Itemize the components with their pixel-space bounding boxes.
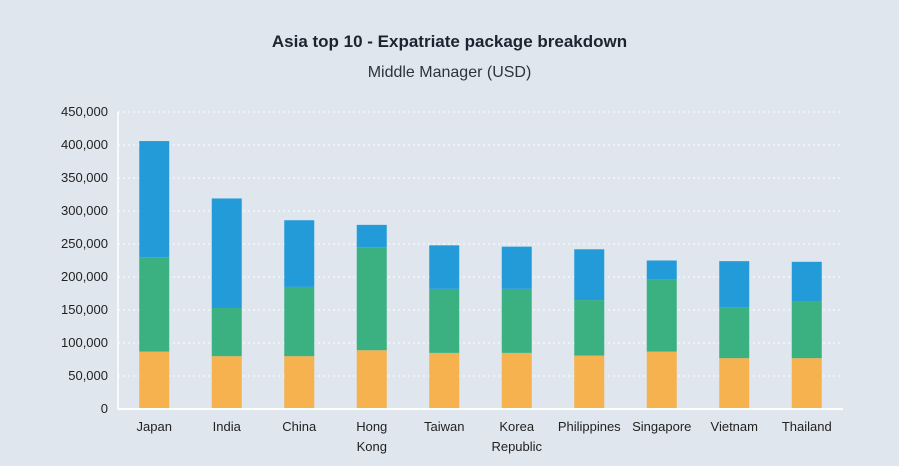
bar-segment bbox=[139, 257, 170, 352]
x-tick-label: Thailand bbox=[782, 419, 832, 434]
x-tick-label: Philippines bbox=[558, 419, 621, 434]
bar-segment bbox=[646, 279, 677, 352]
bar-segment bbox=[429, 245, 460, 289]
y-tick-label: 250,000 bbox=[61, 236, 108, 251]
bar-segment bbox=[719, 307, 750, 359]
y-tick-label: 50,000 bbox=[68, 368, 108, 383]
bar-segment bbox=[284, 220, 315, 287]
bar-segment bbox=[646, 260, 677, 280]
bar-segment bbox=[211, 198, 242, 309]
bar-segment bbox=[719, 358, 750, 409]
x-tick-label: India bbox=[213, 419, 242, 434]
bar-segment bbox=[574, 355, 605, 409]
x-tick-label: Japan bbox=[137, 419, 172, 434]
bar-segment bbox=[139, 141, 170, 258]
bar-segment bbox=[429, 352, 460, 409]
y-tick-label: 150,000 bbox=[61, 302, 108, 317]
bar-segment bbox=[501, 246, 532, 289]
bar-segment bbox=[501, 288, 532, 353]
bar-segment bbox=[284, 356, 315, 409]
y-tick-label: 200,000 bbox=[61, 269, 108, 284]
chart-subtitle: Middle Manager (USD) bbox=[367, 64, 532, 81]
x-tick-label: Korea bbox=[499, 419, 534, 434]
bar-segment bbox=[574, 249, 605, 301]
x-tick-label: Taiwan bbox=[424, 419, 464, 434]
bar-segment bbox=[356, 247, 387, 351]
bar-segment bbox=[356, 224, 387, 248]
y-tick-label: 0 bbox=[101, 401, 108, 416]
y-tick-label: 300,000 bbox=[61, 203, 108, 218]
bar-segment bbox=[284, 286, 315, 357]
bar-segment bbox=[791, 261, 822, 302]
bar-segment bbox=[791, 301, 822, 359]
x-tick-label: Republic bbox=[491, 439, 542, 454]
bar-segment bbox=[139, 351, 170, 409]
x-tick-label: Vietnam bbox=[711, 419, 758, 434]
y-tick-label: 350,000 bbox=[61, 170, 108, 185]
x-tick-label: Singapore bbox=[632, 419, 691, 434]
bar-segment bbox=[646, 351, 677, 409]
y-tick-label: 100,000 bbox=[61, 335, 108, 350]
bar-segment bbox=[211, 308, 242, 357]
bar-segment bbox=[791, 358, 822, 409]
y-tick-label: 450,000 bbox=[61, 104, 108, 119]
x-tick-label: Kong bbox=[357, 439, 387, 454]
x-tick-label: Hong bbox=[356, 419, 387, 434]
bar-segment bbox=[211, 356, 242, 409]
y-tick-label: 400,000 bbox=[61, 137, 108, 152]
chart-title: Asia top 10 - Expatriate package breakdo… bbox=[271, 32, 628, 51]
bar-segment bbox=[501, 352, 532, 409]
bar-segment bbox=[429, 288, 460, 353]
bar-segment bbox=[574, 300, 605, 356]
bar-segment bbox=[719, 261, 750, 308]
bar-segment bbox=[356, 350, 387, 409]
x-tick-label: China bbox=[282, 419, 317, 434]
